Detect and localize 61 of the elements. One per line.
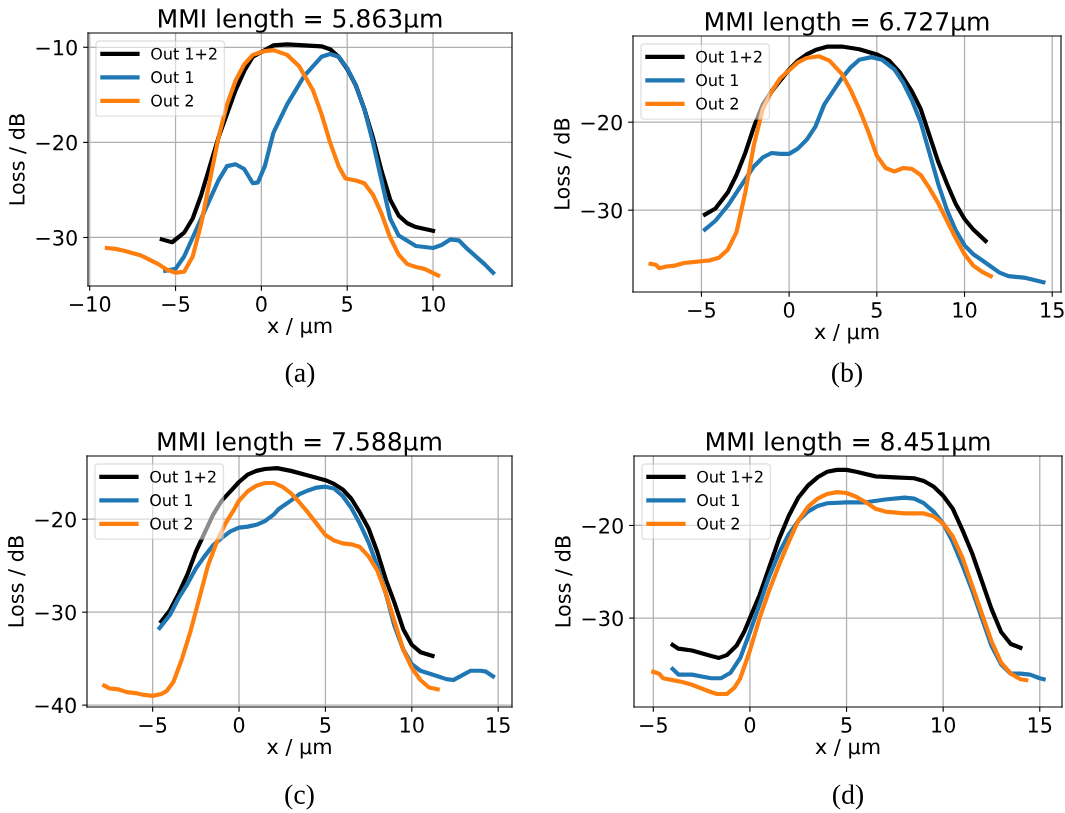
chart-title: MMI length = 8.451µm bbox=[707, 431, 990, 456]
y-tick-label: −10 bbox=[36, 39, 77, 56]
x-axis-title: x / µm bbox=[814, 323, 879, 344]
legend-label: Out 1 bbox=[696, 74, 739, 87]
y-tick-label: −30 bbox=[35, 604, 76, 621]
x-axis-title: x / µm bbox=[267, 738, 331, 759]
legend-label: Out 1+2 bbox=[696, 50, 762, 63]
x-tick-label: −5 bbox=[162, 296, 190, 312]
chart-title: MMI length = 7.588µm bbox=[158, 431, 441, 456]
x-tick-label: 10 bbox=[953, 302, 977, 318]
x-tick-label: −10 bbox=[69, 296, 111, 312]
y-axis-title: Loss / dB bbox=[553, 118, 572, 209]
x-tick-label: −5 bbox=[688, 302, 715, 318]
y-axis-title: Loss / dB bbox=[7, 536, 26, 627]
y-tick-label: −40 bbox=[35, 697, 76, 714]
y-tick-label: −20 bbox=[581, 114, 622, 131]
x-tick-label: 10 bbox=[932, 717, 956, 733]
x-tick-label: 10 bbox=[400, 717, 424, 733]
x-tick-label: 0 bbox=[256, 296, 267, 312]
legend-label: Out 2 bbox=[696, 97, 738, 110]
x-tick-label: 0 bbox=[783, 302, 795, 318]
x-tick-label: 15 bbox=[1041, 302, 1064, 318]
x-tick-label: 5 bbox=[871, 302, 882, 318]
legend-label: Out 2 bbox=[151, 94, 193, 107]
y-tick-label: −20 bbox=[35, 511, 76, 528]
x-tick-label: 0 bbox=[744, 717, 756, 733]
y-tick-label: −30 bbox=[581, 202, 622, 219]
x-tick-label: −5 bbox=[640, 717, 667, 733]
x-tick-label: −5 bbox=[139, 717, 167, 733]
x-tick-label: 5 bbox=[320, 717, 331, 733]
legend-label: Out 1+2 bbox=[151, 47, 217, 60]
text: (b) bbox=[832, 362, 862, 388]
legend-label: Out 1 bbox=[151, 71, 194, 84]
x-tick-label: 15 bbox=[487, 717, 510, 733]
x-axis-title: x / µm bbox=[815, 738, 880, 759]
legend-label: Out 1 bbox=[150, 494, 193, 507]
legend-label: Out 2 bbox=[697, 517, 739, 530]
y-tick-label: −30 bbox=[36, 229, 77, 246]
x-tick-label: 15 bbox=[1028, 717, 1052, 733]
text: (d) bbox=[833, 784, 863, 810]
line-series bbox=[670, 467, 1023, 660]
y-tick-label: −20 bbox=[582, 517, 623, 534]
line-series bbox=[104, 48, 441, 278]
y-axis-title: Loss / dB bbox=[8, 114, 27, 205]
y-tick-label: −30 bbox=[582, 610, 623, 627]
text: (a) bbox=[285, 362, 315, 388]
text: (c) bbox=[285, 784, 314, 810]
chart-title: MMI length = 5.863µm bbox=[159, 8, 442, 33]
x-tick-label: 10 bbox=[422, 296, 445, 312]
legend-label: Out 1+2 bbox=[150, 470, 216, 483]
line-series bbox=[651, 490, 1029, 697]
legend-label: Out 2 bbox=[150, 517, 192, 530]
x-tick-label: 5 bbox=[841, 717, 852, 733]
x-tick-label: 0 bbox=[233, 717, 245, 733]
legend-label: Out 1 bbox=[697, 494, 740, 507]
x-axis-title: x / µm bbox=[267, 317, 332, 338]
y-axis-title: Loss / dB bbox=[554, 536, 573, 627]
y-tick-label: −20 bbox=[36, 134, 77, 151]
chart-title: MMI length = 6.727µm bbox=[706, 11, 989, 36]
legend-label: Out 1+2 bbox=[697, 470, 763, 483]
x-tick-label: 5 bbox=[342, 296, 353, 312]
